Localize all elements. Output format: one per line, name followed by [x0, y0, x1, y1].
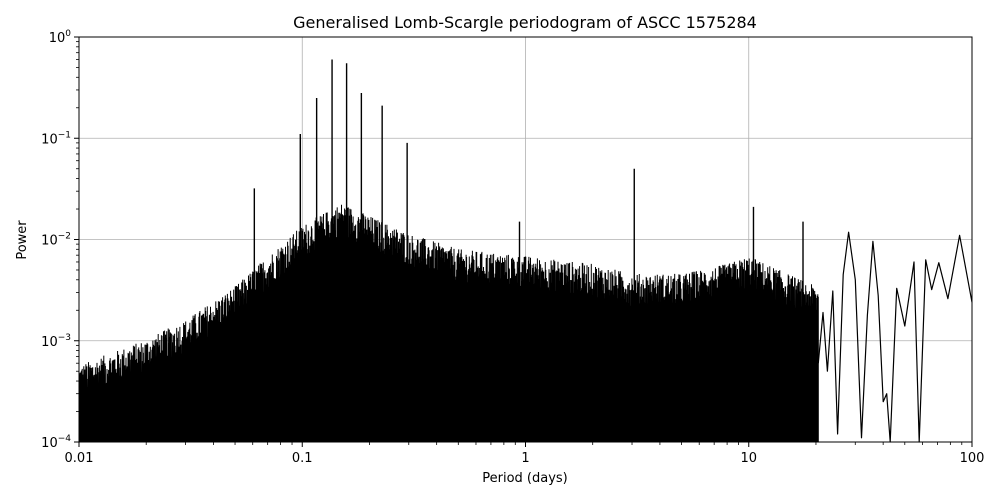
x-tick-label: 1 [521, 451, 529, 466]
y-tick-label: 10−3 [41, 333, 71, 350]
chart-title: Generalised Lomb-Scargle periodogram of … [293, 13, 757, 32]
x-tick-label: 0.1 [292, 451, 313, 466]
y-axis-label: Power [15, 220, 30, 260]
series-line-tail [817, 231, 973, 443]
series-area-dense [79, 302, 526, 442]
y-tick-label: 10−1 [41, 130, 71, 147]
x-tick-label: 10 [740, 451, 757, 466]
y-tick-label: 10−4 [41, 434, 71, 451]
plot-data [78, 59, 973, 443]
x-tick-label: 0.01 [65, 451, 94, 466]
axis-ticks: 0.01 0.1 1 10 100 10−4 10−3 10−2 10−1 100 [41, 29, 984, 466]
x-axis-label: Period (days) [482, 471, 568, 486]
y-tick-label: 10−2 [41, 232, 71, 249]
y-tick-label: 100 [49, 29, 72, 46]
x-tick-label: 100 [960, 451, 985, 466]
